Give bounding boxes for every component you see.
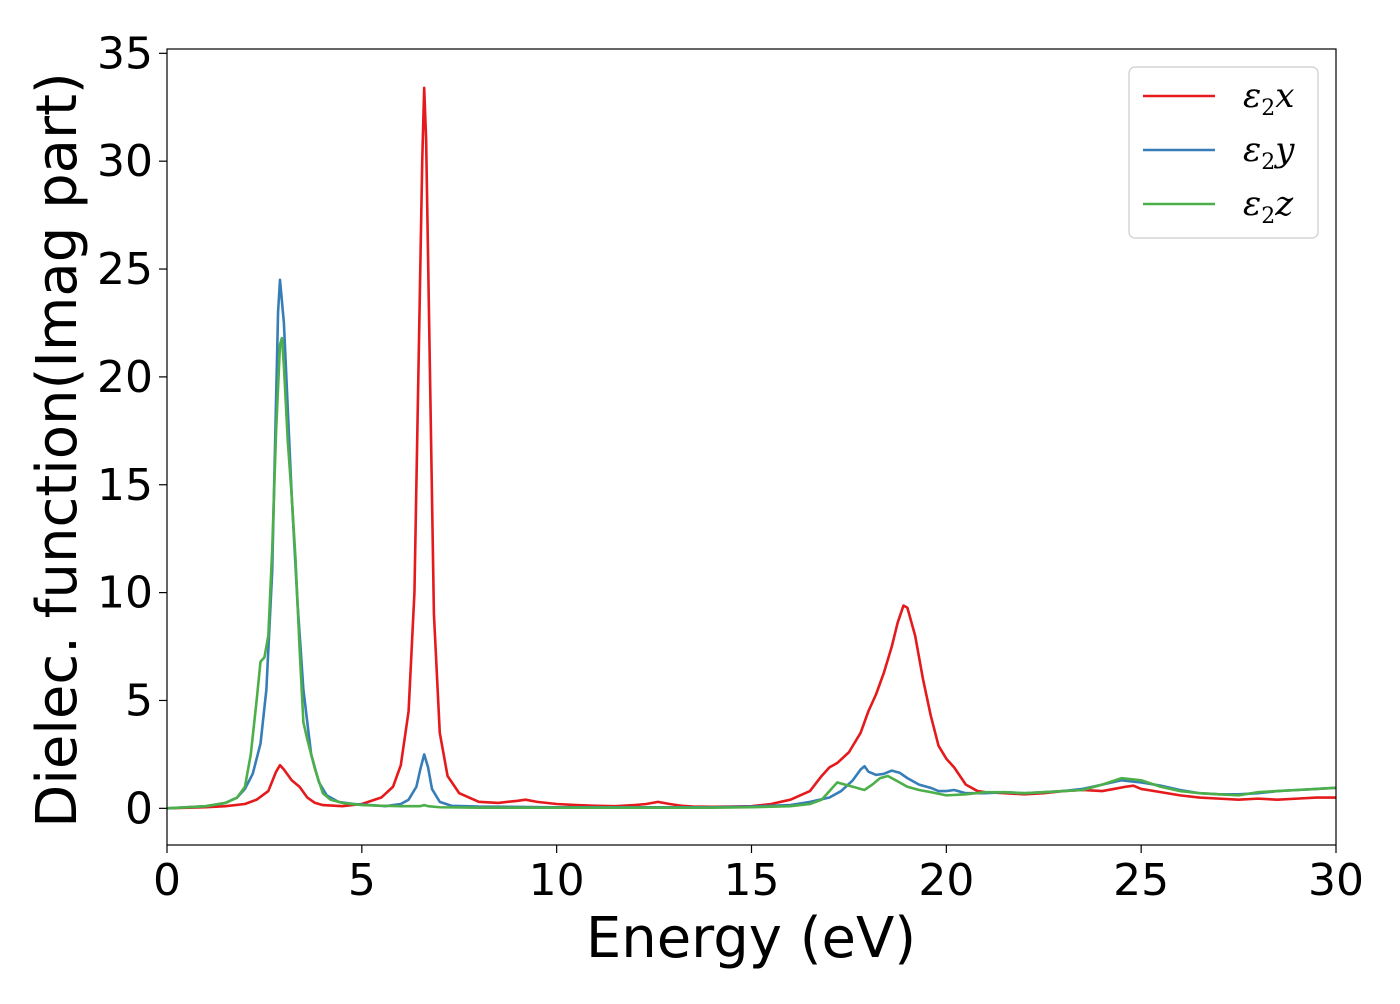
x-axis-label: Energy (eV): [586, 906, 916, 971]
x-axis-ticks: 0 5 10 15 20 25 30: [153, 845, 1364, 906]
legend-label-y: ε2y: [1243, 130, 1295, 175]
x-tick-label: 25: [1113, 855, 1169, 906]
y-tick-label: 20: [97, 352, 153, 403]
x-tick-label: 20: [918, 855, 974, 906]
y-tick-label: 10: [97, 568, 153, 619]
x-tick-label: 0: [153, 855, 181, 906]
y-tick-label: 25: [97, 244, 153, 295]
y-axis-label: Dielec. function(Imag part): [25, 72, 90, 828]
legend: ε2x ε2y ε2z: [1128, 66, 1319, 239]
x-tick-label: 10: [529, 855, 585, 906]
legend-label-x: ε2x: [1243, 76, 1294, 121]
series-line-y: [167, 278, 1336, 810]
y-tick-label: 5: [125, 675, 153, 726]
x-tick-label: 5: [348, 855, 376, 906]
y-tick-label: 0: [125, 783, 153, 834]
x-tick-label: 15: [724, 855, 780, 906]
y-axis-ticks: 0 5 10 15 20 25 30 35: [97, 28, 167, 834]
legend-label-z: ε2z: [1243, 184, 1294, 229]
y-tick-label: 30: [97, 136, 153, 187]
series-line-z: [167, 336, 1336, 810]
y-tick-label: 35: [97, 28, 153, 79]
legend-box: [1128, 66, 1319, 239]
y-tick-label: 15: [97, 460, 153, 511]
x-tick-label: 30: [1308, 855, 1364, 906]
